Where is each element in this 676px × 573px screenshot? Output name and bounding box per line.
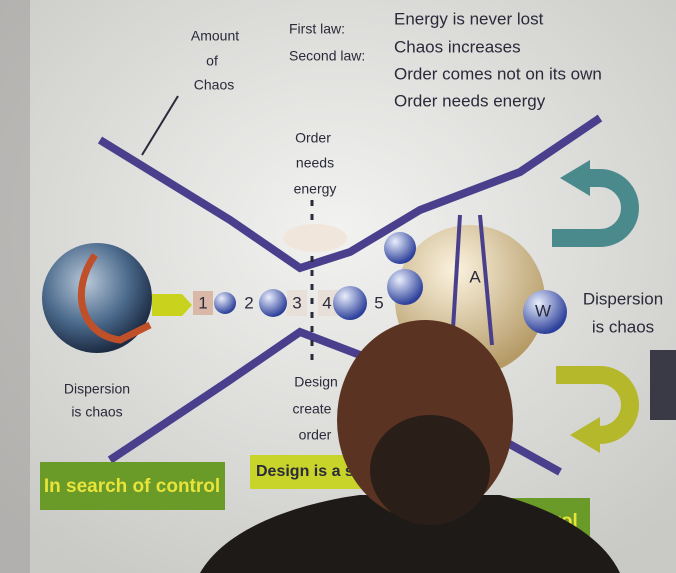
hands bbox=[283, 224, 347, 252]
presenter-arm bbox=[650, 350, 676, 420]
center-label: Order bbox=[295, 130, 331, 146]
center-label: energy bbox=[294, 181, 337, 197]
note: Order comes not on its own bbox=[394, 64, 602, 83]
step-number: 5 bbox=[374, 293, 383, 312]
center-label: needs bbox=[296, 155, 334, 171]
amount-label: of bbox=[206, 53, 218, 69]
step-number: 4 bbox=[322, 293, 331, 312]
left-label: Dispersion bbox=[64, 381, 130, 397]
sphere bbox=[259, 289, 287, 317]
law-text: Chaos increases bbox=[394, 37, 521, 56]
left-label: is chaos bbox=[71, 404, 122, 420]
shadow bbox=[0, 0, 30, 573]
design-label: Design bbox=[294, 374, 338, 390]
amount-label: Chaos bbox=[194, 77, 234, 93]
law-text: Energy is never lost bbox=[394, 9, 544, 28]
law-label: Second law: bbox=[289, 48, 365, 64]
step-number: 3 bbox=[292, 293, 301, 312]
machine-label: A bbox=[469, 267, 481, 286]
amount-label: Amount bbox=[191, 28, 239, 44]
step-number: 2 bbox=[244, 293, 253, 312]
sphere bbox=[214, 292, 236, 314]
step-number: 1 bbox=[198, 293, 207, 312]
viewer-neck bbox=[370, 415, 490, 525]
design-label: order bbox=[299, 427, 332, 443]
sphere bbox=[333, 286, 367, 320]
note: Order needs energy bbox=[394, 91, 546, 110]
banner-text: Design is a s bbox=[256, 463, 354, 480]
right-label: is chaos bbox=[592, 317, 654, 336]
design-label: create bbox=[293, 401, 332, 417]
sphere bbox=[387, 269, 423, 305]
law-label: First law: bbox=[289, 21, 345, 37]
right-label: Dispersion bbox=[583, 289, 663, 308]
earth bbox=[42, 243, 152, 353]
machine-label: W bbox=[535, 301, 551, 320]
sphere bbox=[384, 232, 416, 264]
slide-photo: 1 2 3 4 5 A W Amount of Chaos First law:… bbox=[0, 0, 676, 573]
banner-text: In search of control bbox=[44, 476, 220, 497]
